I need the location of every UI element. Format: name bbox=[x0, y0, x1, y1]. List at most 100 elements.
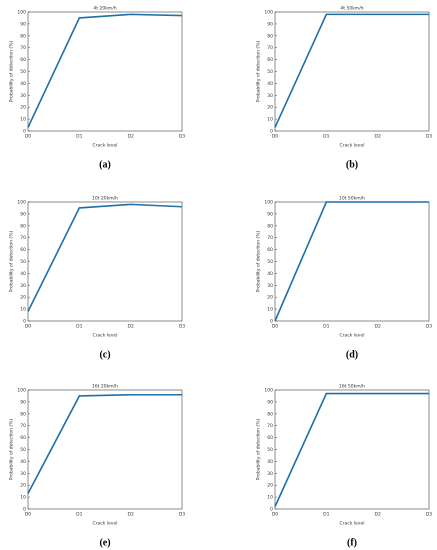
x-tick-label: D0 bbox=[272, 324, 278, 330]
y-tick-label: 80 bbox=[267, 411, 273, 417]
y-tick-label: 100 bbox=[17, 200, 26, 206]
y-tick-label: 30 bbox=[267, 283, 273, 289]
chart-title: 16t 20km/h bbox=[92, 384, 118, 390]
y-tick-label: 60 bbox=[20, 57, 26, 63]
y-tick-label: 90 bbox=[20, 211, 26, 217]
y-tick-label: 100 bbox=[17, 10, 26, 16]
caption: (d) bbox=[346, 349, 358, 360]
x-tick-label: D3 bbox=[426, 324, 432, 330]
y-tick-label: 20 bbox=[267, 483, 273, 489]
y-tick-label: 80 bbox=[267, 33, 273, 39]
y-axis-label: Probability of detection (%) bbox=[9, 231, 15, 293]
y-tick-label: 80 bbox=[20, 223, 26, 229]
y-tick-label: 90 bbox=[267, 21, 273, 27]
caption: (e) bbox=[99, 537, 110, 548]
y-tick-label: 100 bbox=[264, 388, 273, 394]
chart-title: 4t 50km/h bbox=[340, 6, 363, 12]
y-tick-label: 60 bbox=[267, 57, 273, 63]
x-axis-label: Crack level bbox=[340, 521, 365, 527]
y-tick-label: 10 bbox=[20, 117, 26, 123]
y-tick-label: 90 bbox=[267, 399, 273, 405]
x-tick-label: D0 bbox=[272, 512, 278, 518]
x-tick-label: D0 bbox=[272, 134, 278, 140]
y-tick-label: 90 bbox=[267, 211, 273, 217]
data-line bbox=[27, 13, 183, 128]
x-tick-label: D1 bbox=[323, 134, 329, 140]
x-tick-label: D1 bbox=[76, 324, 82, 330]
y-tick-label: 50 bbox=[267, 259, 273, 265]
y-tick-label: 70 bbox=[20, 235, 26, 241]
x-tick-label: D3 bbox=[179, 324, 185, 330]
x-tick-label: D3 bbox=[426, 134, 432, 140]
y-axis-label: Probability of detection (%) bbox=[256, 231, 262, 293]
x-tick-label: D3 bbox=[426, 512, 432, 518]
y-tick-label: 0 bbox=[23, 507, 26, 513]
y-tick-label: 100 bbox=[264, 10, 273, 16]
y-tick-label: 80 bbox=[20, 33, 26, 39]
y-axis-label: Probability of detection (%) bbox=[9, 419, 15, 481]
y-tick-label: 60 bbox=[267, 247, 273, 253]
x-axis-label: Crack level bbox=[93, 143, 118, 149]
y-tick-label: 0 bbox=[270, 129, 273, 135]
plot-frame bbox=[274, 11, 430, 132]
caption: (b) bbox=[346, 159, 358, 170]
y-tick-label: 40 bbox=[20, 271, 26, 277]
x-tick-label: D2 bbox=[375, 324, 381, 330]
x-axis-label: Crack level bbox=[340, 333, 365, 339]
data-line bbox=[274, 392, 429, 507]
y-tick-label: 10 bbox=[267, 495, 273, 501]
x-tick-label: D2 bbox=[375, 512, 381, 518]
y-axis-label: Probability of detection (%) bbox=[256, 419, 262, 481]
y-axis-label: Probability of detection (%) bbox=[9, 41, 15, 103]
y-tick-label: 50 bbox=[20, 259, 26, 265]
x-axis-label: Crack level bbox=[93, 521, 118, 527]
y-tick-label: 40 bbox=[267, 459, 273, 465]
x-tick-label: D0 bbox=[25, 324, 31, 330]
y-tick-label: 70 bbox=[20, 423, 26, 429]
y-tick-label: 0 bbox=[23, 129, 26, 135]
x-axis-label: Crack level bbox=[340, 143, 365, 149]
plot-frame bbox=[274, 389, 430, 510]
y-tick-label: 70 bbox=[267, 423, 273, 429]
x-tick-label: D2 bbox=[128, 134, 134, 140]
chart-title: 16t 50km/h bbox=[339, 384, 365, 390]
plot-frame bbox=[274, 201, 430, 322]
y-tick-label: 30 bbox=[267, 471, 273, 477]
y-tick-label: 80 bbox=[267, 223, 273, 229]
y-tick-label: 20 bbox=[20, 483, 26, 489]
chart-title: 10t 50km/h bbox=[339, 196, 365, 202]
data-line bbox=[274, 201, 429, 322]
y-tick-label: 60 bbox=[267, 435, 273, 441]
y-tick-label: 80 bbox=[20, 411, 26, 417]
y-tick-label: 0 bbox=[270, 507, 273, 513]
x-tick-label: D2 bbox=[128, 512, 134, 518]
chart-title: 4t 20km/h bbox=[93, 6, 116, 12]
y-tick-label: 0 bbox=[270, 319, 273, 325]
x-tick-label: D3 bbox=[179, 512, 185, 518]
plot-frame bbox=[27, 11, 183, 132]
y-tick-label: 40 bbox=[267, 81, 273, 87]
x-tick-label: D0 bbox=[25, 512, 31, 518]
data-line bbox=[274, 13, 429, 128]
y-tick-label: 40 bbox=[267, 271, 273, 277]
y-tick-label: 50 bbox=[20, 69, 26, 75]
y-tick-label: 30 bbox=[267, 93, 273, 99]
y-tick-label: 100 bbox=[264, 200, 273, 206]
y-tick-label: 0 bbox=[23, 319, 26, 325]
y-tick-label: 40 bbox=[20, 81, 26, 87]
y-tick-label: 50 bbox=[267, 69, 273, 75]
x-tick-label: D2 bbox=[375, 134, 381, 140]
y-tick-label: 20 bbox=[20, 295, 26, 301]
y-tick-label: 30 bbox=[20, 93, 26, 99]
y-tick-label: 10 bbox=[20, 307, 26, 313]
y-tick-label: 60 bbox=[20, 435, 26, 441]
caption: (a) bbox=[99, 159, 111, 170]
y-tick-label: 50 bbox=[20, 447, 26, 453]
y-tick-label: 70 bbox=[20, 45, 26, 51]
y-axis-label: Probability of detection (%) bbox=[256, 41, 262, 103]
x-tick-label: D1 bbox=[323, 512, 329, 518]
data-line bbox=[27, 203, 183, 312]
y-tick-label: 90 bbox=[20, 21, 26, 27]
y-tick-label: 20 bbox=[20, 105, 26, 111]
